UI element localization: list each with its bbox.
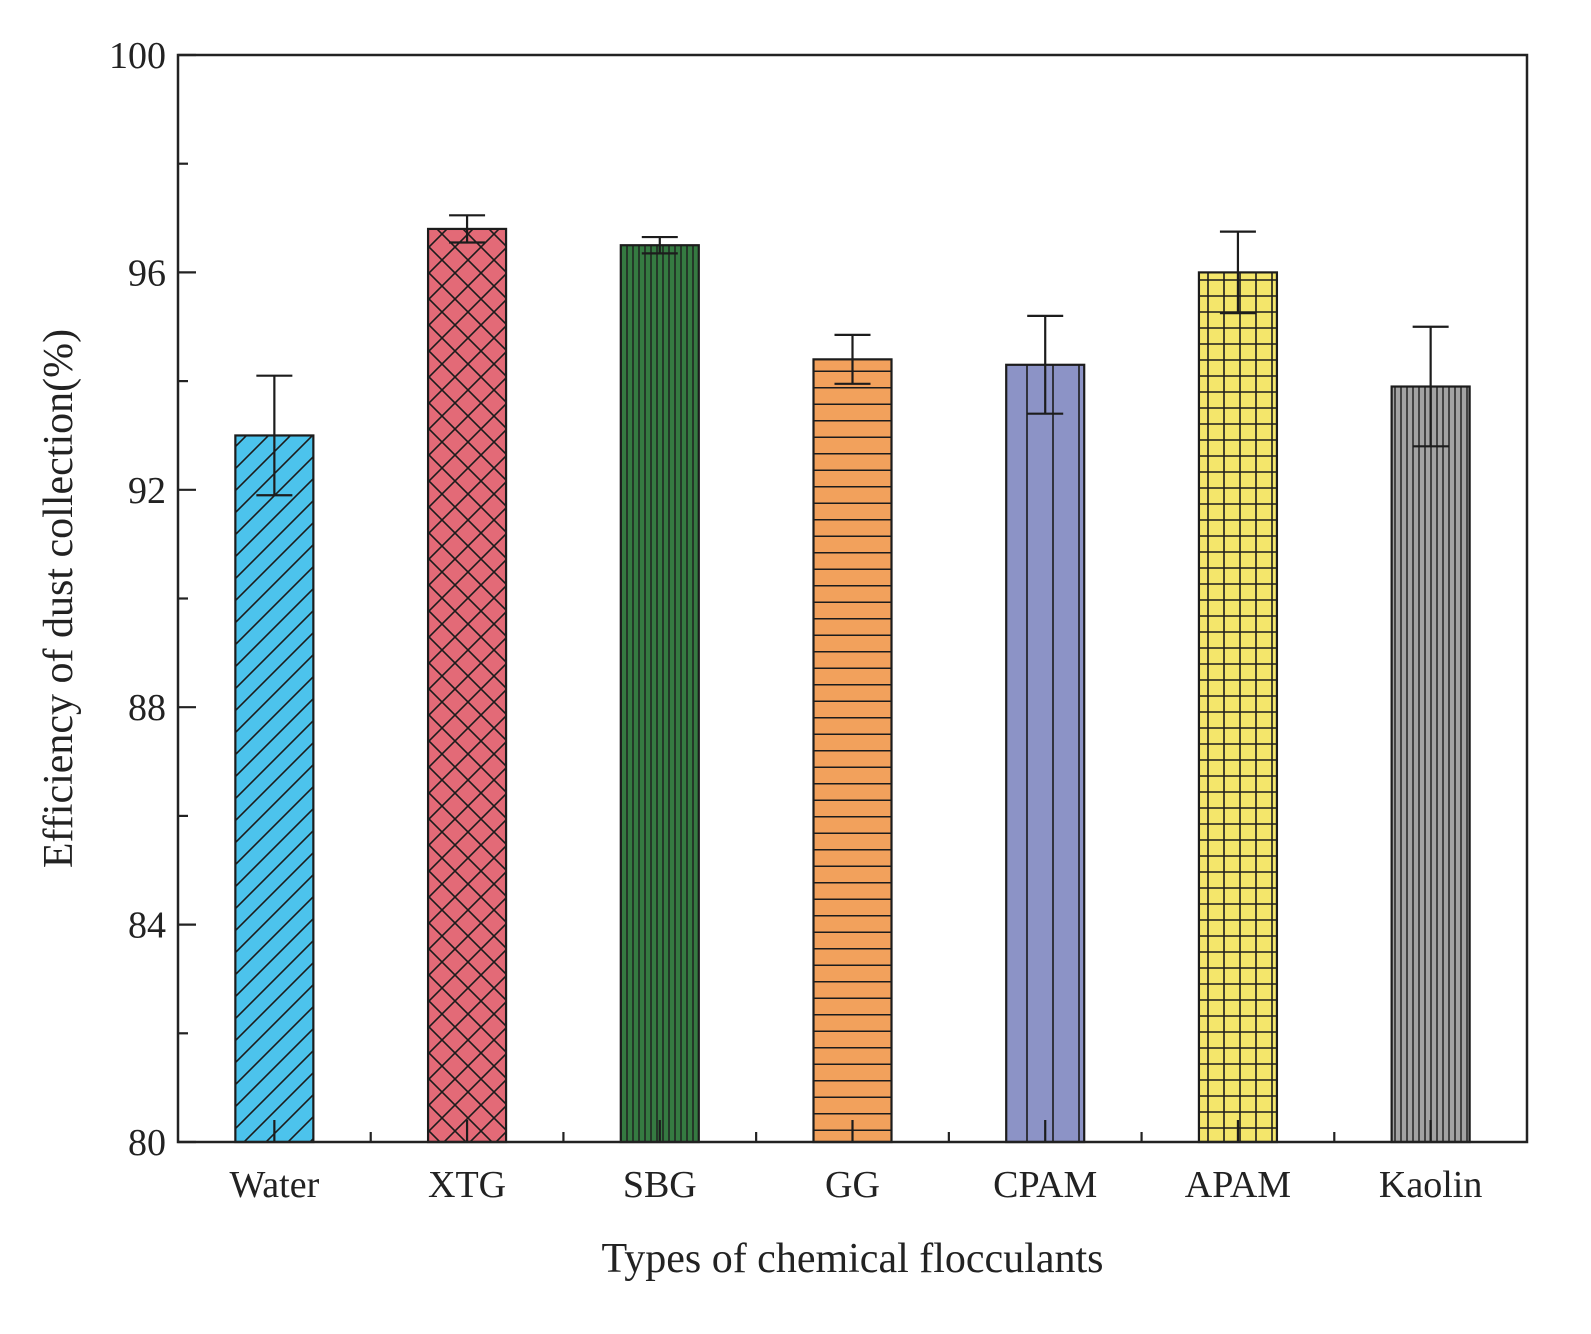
- bar-sbg: [619, 244, 700, 1144]
- error-bar-cpam: [1027, 314, 1064, 1142]
- y-tick-label: 92: [128, 470, 166, 512]
- y-tick-label: 88: [128, 687, 166, 729]
- x-axis-ticks: Water XTG SBG GG CPAM APAM Kaolin: [229, 1132, 1482, 1206]
- x-tick-label: XTG: [428, 1164, 506, 1206]
- x-tick-label: CPAM: [993, 1164, 1097, 1206]
- x-tick-label: SBG: [623, 1164, 697, 1206]
- x-tick-label: GG: [825, 1164, 880, 1206]
- error-bar-water: [256, 374, 293, 1142]
- bar-kaolin: [1390, 385, 1471, 1144]
- bars-group: [234, 227, 1471, 1144]
- error-bar-apam: [1219, 230, 1256, 1142]
- x-tick-label: Water: [229, 1164, 319, 1206]
- error-bar-gg: [834, 333, 871, 1142]
- y-tick-label: 96: [128, 252, 166, 294]
- error-bar-sbg: [641, 235, 678, 1142]
- x-axis-title: Types of chemical flocculants: [601, 1236, 1103, 1282]
- y-tick-label: 80: [128, 1122, 166, 1164]
- bar-gg: [812, 358, 893, 1144]
- error-bar-kaolin: [1412, 325, 1449, 1142]
- x-tick-label: APAM: [1185, 1164, 1291, 1206]
- error-bars-group: [256, 214, 1449, 1142]
- x-tick-label: Kaolin: [1379, 1164, 1482, 1206]
- y-tick-label: 100: [109, 35, 166, 77]
- bar-apam: [1197, 271, 1279, 1144]
- y-axis-title: Efficiency of dust collection(%): [36, 329, 82, 868]
- error-bar-xtg: [449, 214, 486, 1142]
- bar-xtg: [426, 227, 508, 1144]
- y-tick-label: 84: [128, 905, 166, 947]
- bar-water: [234, 434, 315, 1144]
- y-axis-ticks: 80 84 88 92 96 100: [109, 35, 196, 1164]
- bar-cpam: [1005, 363, 1086, 1144]
